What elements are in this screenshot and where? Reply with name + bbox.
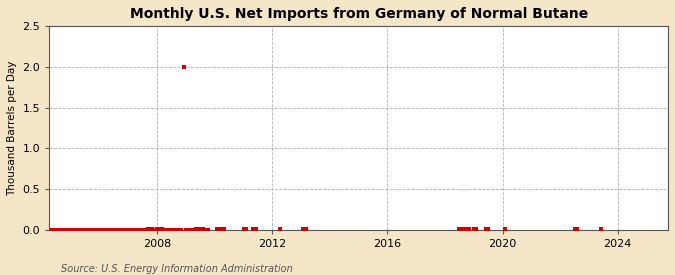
- Point: [121, 228, 132, 232]
- Point: [200, 228, 211, 232]
- Point: [73, 228, 84, 232]
- Point: [142, 227, 153, 231]
- Point: [238, 227, 249, 231]
- Point: [116, 228, 127, 232]
- Point: [123, 228, 134, 232]
- Point: [173, 228, 184, 232]
- Point: [111, 228, 122, 232]
- Point: [468, 227, 479, 231]
- Point: [454, 227, 465, 231]
- Point: [78, 228, 88, 232]
- Point: [61, 228, 72, 232]
- Point: [70, 228, 81, 232]
- Title: Monthly U.S. Net Imports from Germany of Normal Butane: Monthly U.S. Net Imports from Germany of…: [130, 7, 588, 21]
- Point: [63, 228, 74, 232]
- Point: [58, 228, 69, 232]
- Point: [89, 228, 100, 232]
- Point: [569, 227, 580, 231]
- Point: [197, 227, 208, 231]
- Point: [56, 228, 67, 232]
- Point: [113, 228, 124, 232]
- Point: [190, 227, 201, 231]
- Point: [135, 228, 146, 232]
- Point: [217, 227, 227, 231]
- Point: [126, 228, 136, 232]
- Point: [118, 228, 129, 232]
- Point: [500, 227, 510, 231]
- Point: [147, 227, 158, 231]
- Point: [130, 228, 141, 232]
- Point: [219, 227, 230, 231]
- Point: [68, 228, 79, 232]
- Point: [152, 227, 163, 231]
- Point: [51, 228, 62, 232]
- Point: [80, 228, 90, 232]
- Point: [87, 228, 98, 232]
- Point: [195, 227, 206, 231]
- Point: [49, 228, 59, 232]
- Y-axis label: Thousand Barrels per Day: Thousand Barrels per Day: [7, 60, 17, 196]
- Point: [181, 228, 192, 232]
- Point: [176, 228, 186, 232]
- Point: [166, 228, 177, 232]
- Point: [53, 228, 64, 232]
- Point: [161, 228, 172, 232]
- Point: [65, 228, 76, 232]
- Point: [202, 228, 213, 232]
- Point: [95, 228, 105, 232]
- Text: Source: U.S. Energy Information Administration: Source: U.S. Energy Information Administ…: [61, 264, 292, 274]
- Point: [99, 228, 110, 232]
- Point: [138, 228, 148, 232]
- Point: [183, 228, 194, 232]
- Point: [459, 227, 470, 231]
- Point: [188, 228, 198, 232]
- Point: [461, 227, 472, 231]
- Point: [464, 227, 475, 231]
- Point: [470, 227, 481, 231]
- Point: [82, 228, 93, 232]
- Point: [104, 228, 115, 232]
- Point: [248, 227, 259, 231]
- Point: [128, 228, 138, 232]
- Point: [212, 227, 223, 231]
- Point: [169, 228, 180, 232]
- Point: [97, 228, 107, 232]
- Point: [483, 227, 493, 231]
- Point: [144, 227, 155, 231]
- Point: [298, 227, 309, 231]
- Point: [140, 228, 151, 232]
- Point: [178, 65, 189, 69]
- Point: [595, 227, 606, 231]
- Point: [132, 228, 143, 232]
- Point: [171, 228, 182, 232]
- Point: [47, 228, 57, 232]
- Point: [572, 227, 583, 231]
- Point: [240, 227, 251, 231]
- Point: [154, 227, 165, 231]
- Point: [192, 227, 203, 231]
- Point: [109, 228, 119, 232]
- Point: [186, 228, 196, 232]
- Point: [456, 227, 467, 231]
- Point: [164, 228, 175, 232]
- Point: [159, 228, 170, 232]
- Point: [481, 227, 491, 231]
- Point: [250, 227, 261, 231]
- Point: [157, 227, 167, 231]
- Point: [75, 228, 86, 232]
- Point: [274, 227, 285, 231]
- Point: [149, 228, 160, 232]
- Point: [101, 228, 112, 232]
- Point: [84, 228, 95, 232]
- Point: [92, 228, 103, 232]
- Point: [106, 228, 117, 232]
- Point: [300, 227, 311, 231]
- Point: [214, 227, 225, 231]
